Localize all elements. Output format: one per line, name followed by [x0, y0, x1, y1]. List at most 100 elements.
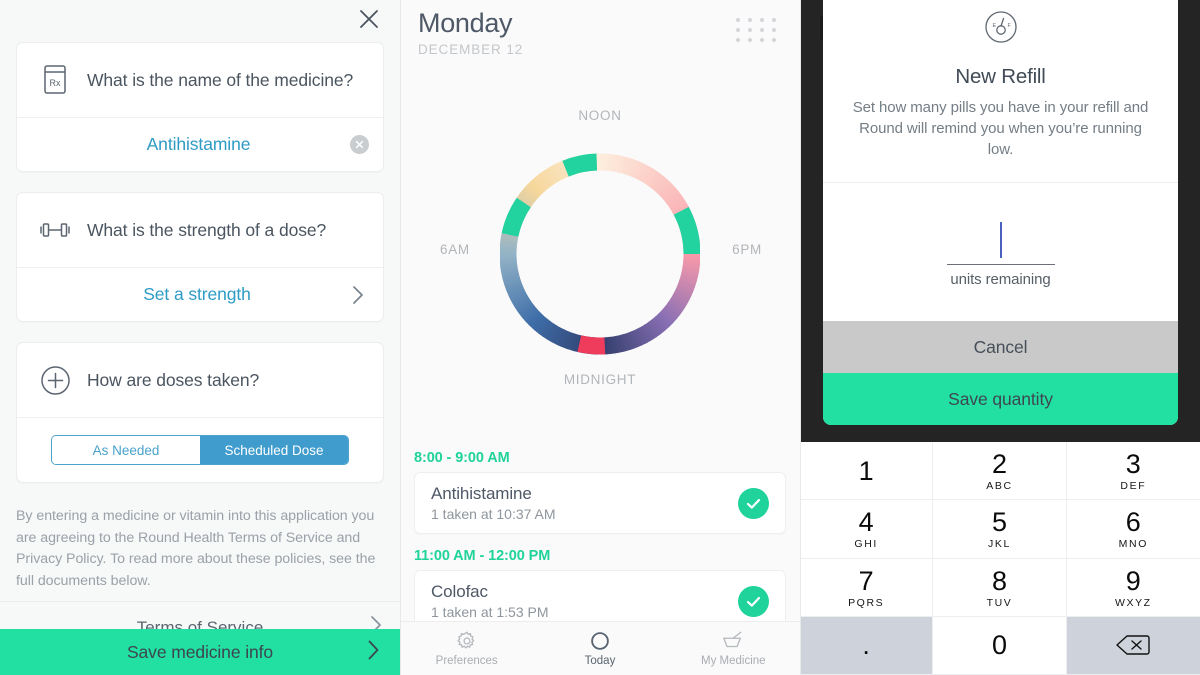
key-letters: MNO [1118, 538, 1148, 551]
mortar-pestle-icon [721, 630, 745, 652]
units-remaining-label: units remaining [950, 270, 1051, 288]
key-dot[interactable]: . [800, 616, 934, 675]
card-question-row: Rx What is the name of the medicine? [17, 43, 383, 117]
rx-bottle-icon: Rx [33, 60, 77, 100]
card-question-label: What is the name of the medicine? [87, 69, 354, 90]
dialog-subtitle: Set how many pills you have in your refi… [852, 99, 1149, 158]
card-question-row: How are doses taken? [17, 343, 383, 417]
divider [17, 417, 383, 418]
key-letters: PQRS [848, 596, 885, 609]
ring-label-noon: NOON [578, 108, 622, 123]
dose-medicine-name: Antihistamine [431, 484, 532, 503]
key-2[interactable]: 2 ABC [933, 442, 1067, 501]
key-8[interactable]: 8 TUV [933, 558, 1067, 617]
text-caret [999, 222, 1002, 258]
key-number: 9 [1125, 565, 1141, 596]
tab-label: Preferences [435, 655, 498, 667]
fuel-gauge-icon: E F [843, 6, 1158, 48]
key-number: 1 [858, 455, 874, 486]
today-date-label: DECEMBER 12 [418, 42, 524, 57]
key-number: 3 [1125, 449, 1141, 480]
key-0[interactable]: 0 [933, 616, 1067, 675]
dose-text: Antihistamine 1 taken at 10:37 AM [431, 484, 738, 522]
key-number: . [862, 630, 870, 661]
key-letters: JKL [988, 538, 1011, 551]
dumbbell-icon [33, 210, 77, 250]
tab-label: Today [584, 655, 616, 667]
key-1[interactable]: 1 [800, 442, 934, 501]
legal-text: By entering a medicine or vitamin into t… [16, 508, 376, 589]
bottom-tabbar: Preferences Today My Medicine [400, 621, 800, 675]
key-number: 6 [1125, 507, 1141, 538]
new-refill-dialog: E F New Refill Set how many pills you ha… [823, 0, 1178, 425]
save-medicine-info-button[interactable]: Save medicine info [0, 629, 400, 675]
check-circle-icon[interactable] [738, 487, 769, 519]
card-dose-strength: What is the strength of a dose? Set a st… [16, 192, 384, 322]
ring-svg [500, 153, 700, 355]
key-9[interactable]: 9 WXYZ [1066, 558, 1200, 617]
svg-text:F: F [1007, 23, 1011, 29]
key-5[interactable]: 5 JKL [933, 500, 1067, 559]
segment-scheduled-dose[interactable]: Scheduled Dose [200, 436, 348, 464]
backspace-icon[interactable] [1066, 616, 1200, 675]
tab-preferences[interactable]: Preferences [400, 622, 533, 675]
set-strength-label: Set a strength [143, 284, 251, 304]
chevron-right-icon [367, 639, 380, 666]
dose-medicine-name: Colofac [431, 582, 488, 601]
tab-my-medicine[interactable]: My Medicine [667, 622, 800, 675]
tab-label: My Medicine [701, 655, 766, 667]
tab-today[interactable]: Today [533, 622, 666, 675]
card-doses-taken: How are doses taken? As Needed Scheduled… [16, 342, 384, 483]
ring-label-6pm: 6PM [732, 242, 762, 257]
add-medicine-panel: Rx What is the name of the medicine? Ant… [0, 0, 400, 675]
key-number: 4 [858, 507, 874, 538]
card-question-row: What is the strength of a dose? [17, 193, 383, 267]
divider [17, 117, 383, 118]
key-letters: ABC [986, 480, 1013, 493]
close-icon[interactable] [352, 2, 386, 36]
key-4[interactable]: 4 GHI [800, 500, 934, 559]
divider [823, 182, 1178, 183]
svg-text:E: E [992, 23, 996, 29]
svg-text:Rx: Rx [50, 78, 61, 88]
grid-dots-icon[interactable] [736, 18, 778, 42]
key-number: 2 [991, 449, 1007, 480]
key-number: 7 [858, 565, 874, 596]
plus-circle-icon [33, 360, 77, 400]
set-strength-row[interactable]: Set a strength [17, 268, 383, 321]
cancel-button[interactable]: Cancel [823, 321, 1178, 373]
today-day-label: Monday [418, 8, 513, 38]
save-quantity-button[interactable]: Save quantity [823, 373, 1178, 425]
save-medicine-info-label: Save medicine info [126, 641, 274, 662]
dose-detail: 1 taken at 10:37 AM [431, 506, 556, 522]
numeric-keypad: 1 2 ABC 3 DEF 4 GHI 5 JKL 6 MNO 7 PQRS 8 TUV 9 WXYZ. 0 [800, 442, 1200, 675]
key-6[interactable]: 6 MNO [1066, 500, 1200, 559]
key-number: 8 [991, 565, 1007, 596]
schedule-time-label: 11:00 AM - 12:00 PM [414, 548, 551, 564]
clear-circle-icon[interactable] [350, 135, 369, 154]
medicine-name-value: Antihistamine [146, 134, 251, 154]
key-3[interactable]: 3 DEF [1066, 442, 1200, 501]
medicine-name-field[interactable]: Antihistamine [17, 118, 383, 171]
schedule-time-label: 8:00 - 9:00 AM [414, 450, 510, 466]
key-7[interactable]: 7 PQRS [800, 558, 934, 617]
dose-type-segmented-control: As Needed Scheduled Dose [17, 418, 383, 482]
dose-card[interactable]: Antihistamine 1 taken at 10:37 AM [414, 472, 786, 534]
dose-detail: 1 taken at 1:53 PM [431, 604, 549, 620]
key-number: 0 [991, 630, 1007, 661]
card-question-label: How are doses taken? [87, 369, 260, 390]
check-circle-icon[interactable] [738, 585, 769, 617]
key-letters: TUV [986, 596, 1013, 609]
key-letters: GHI [854, 538, 878, 551]
ring-label-6am: 6AM [440, 242, 470, 257]
card-medicine-name: Rx What is the name of the medicine? Ant… [16, 42, 384, 172]
circle-icon [589, 630, 611, 652]
key-letters: DEF [1120, 480, 1147, 493]
units-remaining-input[interactable] [946, 217, 1055, 265]
dose-ring-chart: NOON 6PM MIDNIGHT 6AM [400, 104, 800, 404]
key-letters: WXYZ [1114, 596, 1152, 609]
today-panel: Monday DECEMBER 12 NOON 6PM MIDNIGHT 6AM… [400, 0, 800, 675]
segment-as-needed[interactable]: As Needed [52, 436, 200, 464]
gear-icon [456, 630, 478, 652]
